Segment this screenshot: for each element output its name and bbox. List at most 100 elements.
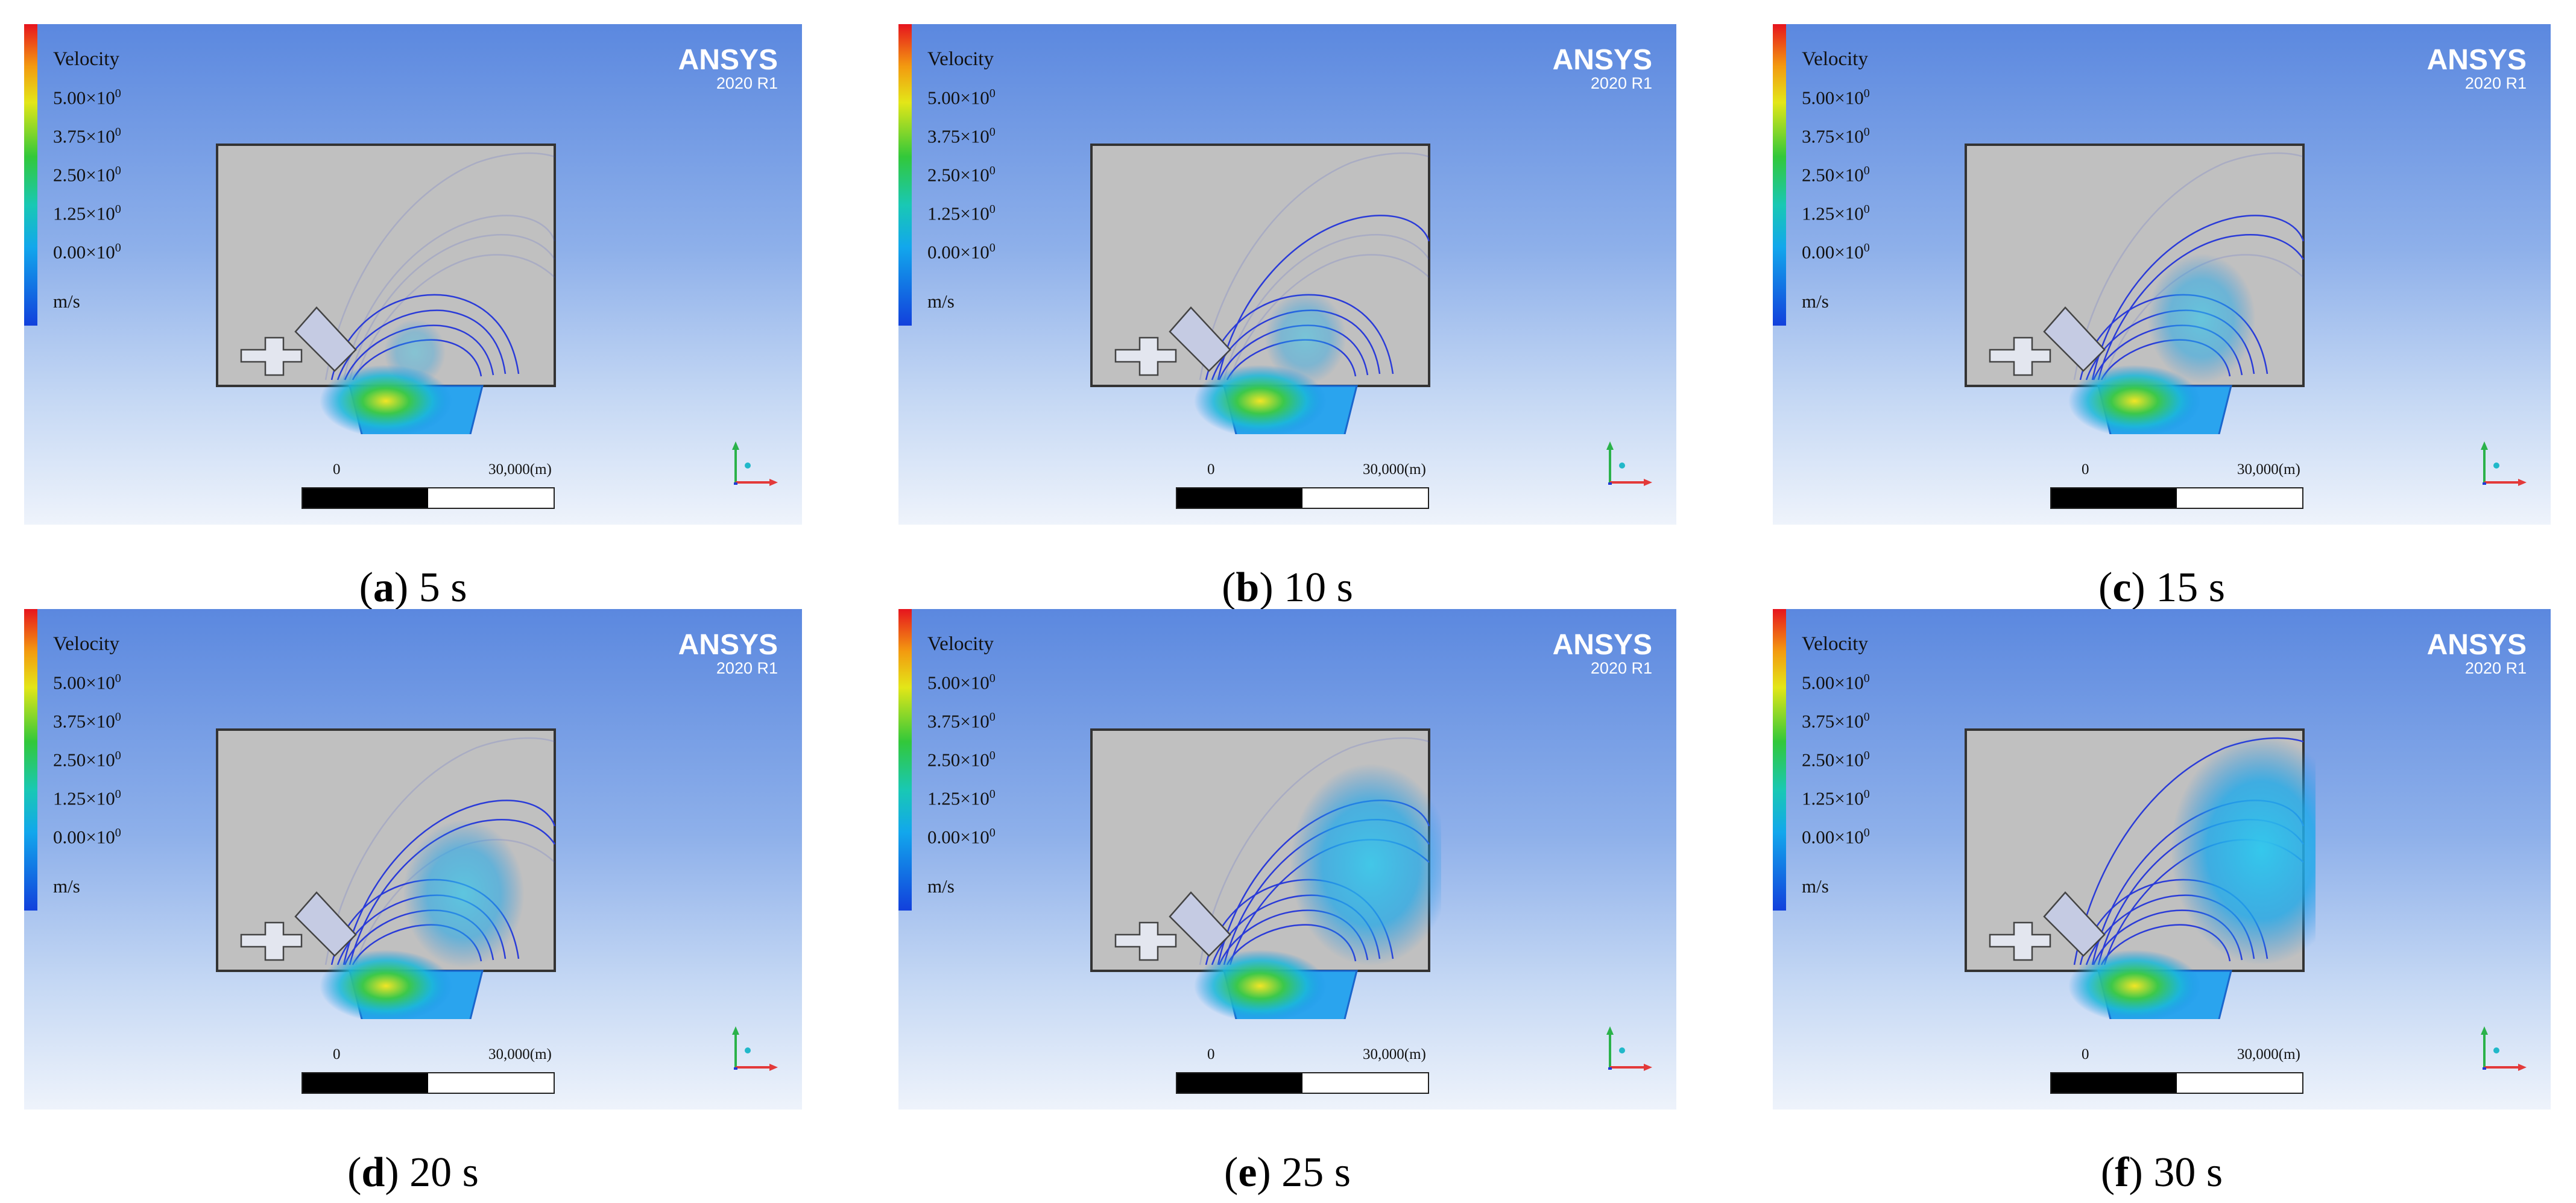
legend-tick: 2.50×100 bbox=[1802, 164, 1870, 186]
cfd-render: Velocity 5.00×100 3.75×100 2.50×100 1.25… bbox=[1773, 24, 2551, 525]
scale-bar-fill bbox=[1177, 488, 1302, 508]
legend-unit: m/s bbox=[1802, 291, 1829, 312]
scale-zero-label: 0 bbox=[2082, 461, 2089, 478]
legend-title: Velocity bbox=[927, 633, 994, 655]
inlet-block bbox=[240, 921, 303, 961]
scale-end-label: 30,000(m) bbox=[488, 1046, 552, 1062]
cfd-render: Velocity 5.00×100 3.75×100 2.50×100 1.25… bbox=[24, 24, 802, 525]
brand-version: 2020 R1 bbox=[716, 659, 778, 677]
room-domain bbox=[1090, 144, 1430, 387]
scale-bar bbox=[301, 487, 555, 509]
inlet-block bbox=[240, 336, 303, 376]
plume-velocity-field bbox=[1290, 763, 1441, 966]
scale-end-label: 30,000(m) bbox=[1363, 1046, 1426, 1062]
jet-velocity-field bbox=[2068, 365, 2201, 434]
inlet-nozzle bbox=[1169, 306, 1231, 372]
legend-tick: 3.75×100 bbox=[53, 125, 121, 147]
plume-velocity-field bbox=[403, 819, 525, 968]
scale-bar bbox=[2050, 487, 2303, 509]
legend-title: Velocity bbox=[1802, 48, 1868, 70]
velocity-colorbar bbox=[24, 24, 37, 326]
plume-velocity-field bbox=[1264, 291, 1346, 385]
panel-caption: (a) 5 s bbox=[359, 564, 467, 611]
legend-unit: m/s bbox=[53, 876, 80, 897]
plume-velocity-field bbox=[2147, 253, 2256, 384]
legend-tick: 0.00×100 bbox=[927, 241, 996, 263]
legend-tick: 5.00×100 bbox=[927, 87, 996, 109]
legend-tick: 0.00×100 bbox=[927, 826, 996, 848]
inlet-nozzle bbox=[2043, 891, 2106, 957]
cfd-render: Velocity 5.00×100 3.75×100 2.50×100 1.25… bbox=[24, 609, 802, 1110]
ansys-logo: ANSYS 2020 R1 bbox=[2427, 46, 2527, 92]
domain-geometry bbox=[1090, 144, 1430, 434]
scale-zero-label: 0 bbox=[333, 461, 341, 478]
ansys-logo: ANSYS 2020 R1 bbox=[678, 631, 778, 677]
panel-caption: (d) 20 s bbox=[347, 1149, 479, 1196]
scale-zero-label: 0 bbox=[2082, 1046, 2089, 1062]
brand-version: 2020 R1 bbox=[716, 74, 778, 92]
panel-caption: (c) 15 s bbox=[2098, 564, 2225, 611]
axis-triad-icon bbox=[1606, 1026, 1652, 1071]
brand-version: 2020 R1 bbox=[2464, 659, 2527, 677]
legend-tick: 0.00×100 bbox=[1802, 241, 1870, 263]
scale-end-label: 30,000(m) bbox=[2237, 461, 2300, 478]
inlet-block bbox=[1114, 336, 1177, 376]
scale-bar-fill bbox=[1177, 1073, 1302, 1093]
scale-zero-label: 0 bbox=[333, 1046, 341, 1062]
brand-name: ANSYS bbox=[2426, 44, 2527, 76]
brand-version: 2020 R1 bbox=[2464, 74, 2527, 92]
plume-velocity-field bbox=[2171, 736, 2316, 965]
legend-tick: 2.50×100 bbox=[927, 164, 996, 186]
legend-tick: 5.00×100 bbox=[53, 87, 121, 109]
panel-caption: (f) 30 s bbox=[2100, 1149, 2223, 1196]
axis-triad-icon bbox=[2481, 441, 2527, 486]
legend-tick: 5.00×100 bbox=[1802, 87, 1870, 109]
legend-tick: 2.50×100 bbox=[927, 749, 996, 771]
legend-unit: m/s bbox=[927, 876, 955, 897]
legend-tick: 1.25×100 bbox=[927, 788, 996, 809]
scale-zero-label: 0 bbox=[1207, 1046, 1215, 1062]
ansys-logo: ANSYS 2020 R1 bbox=[1553, 46, 1652, 92]
panel-caption: (e) 25 s bbox=[1224, 1149, 1351, 1196]
legend-tick: 3.75×100 bbox=[927, 710, 996, 732]
legend-title: Velocity bbox=[927, 48, 994, 70]
velocity-colorbar bbox=[898, 609, 912, 911]
inlet-nozzle bbox=[2043, 306, 2106, 372]
legend-title: Velocity bbox=[53, 48, 119, 70]
inlet-nozzle bbox=[1169, 891, 1231, 957]
legend-unit: m/s bbox=[1802, 876, 1829, 897]
velocity-panel: Velocity 5.00×100 3.75×100 2.50×100 1.25… bbox=[1773, 609, 2551, 1196]
jet-velocity-field bbox=[2068, 950, 2201, 1019]
legend-tick: 1.25×100 bbox=[1802, 788, 1870, 809]
axis-triad-icon bbox=[1606, 441, 1652, 486]
inlet-nozzle bbox=[294, 306, 357, 372]
axis-triad-icon bbox=[732, 441, 778, 486]
scale-bar bbox=[1176, 1072, 1429, 1094]
brand-version: 2020 R1 bbox=[1590, 74, 1652, 92]
scale-end-label: 30,000(m) bbox=[488, 461, 552, 478]
axis-triad-icon bbox=[2481, 1026, 2527, 1071]
jet-velocity-field bbox=[320, 950, 452, 1019]
legend-unit: m/s bbox=[53, 291, 80, 312]
scale-bar bbox=[2050, 1072, 2303, 1094]
plume-velocity-field bbox=[384, 319, 446, 385]
scale-bar-fill bbox=[2051, 1073, 2177, 1093]
ansys-logo: ANSYS 2020 R1 bbox=[2427, 631, 2527, 677]
cfd-render: Velocity 5.00×100 3.75×100 2.50×100 1.25… bbox=[1773, 609, 2551, 1110]
legend-tick: 3.75×100 bbox=[53, 710, 121, 732]
legend-tick: 5.00×100 bbox=[53, 672, 121, 693]
legend-unit: m/s bbox=[927, 291, 955, 312]
inlet-block bbox=[1989, 336, 2051, 376]
panel-caption: (b) 10 s bbox=[1222, 564, 1353, 611]
velocity-colorbar bbox=[1773, 609, 1786, 911]
domain-geometry bbox=[1965, 144, 2305, 434]
legend-tick: 3.75×100 bbox=[927, 125, 996, 147]
velocity-panel: Velocity 5.00×100 3.75×100 2.50×100 1.25… bbox=[24, 24, 802, 611]
scale-zero-label: 0 bbox=[1207, 461, 1215, 478]
velocity-panel: Velocity 5.00×100 3.75×100 2.50×100 1.25… bbox=[24, 609, 802, 1196]
ansys-logo: ANSYS 2020 R1 bbox=[678, 46, 778, 92]
scale-end-label: 30,000(m) bbox=[2237, 1046, 2300, 1062]
legend-title: Velocity bbox=[53, 633, 119, 655]
legend-tick: 1.25×100 bbox=[1802, 203, 1870, 224]
legend-tick: 0.00×100 bbox=[53, 826, 121, 848]
